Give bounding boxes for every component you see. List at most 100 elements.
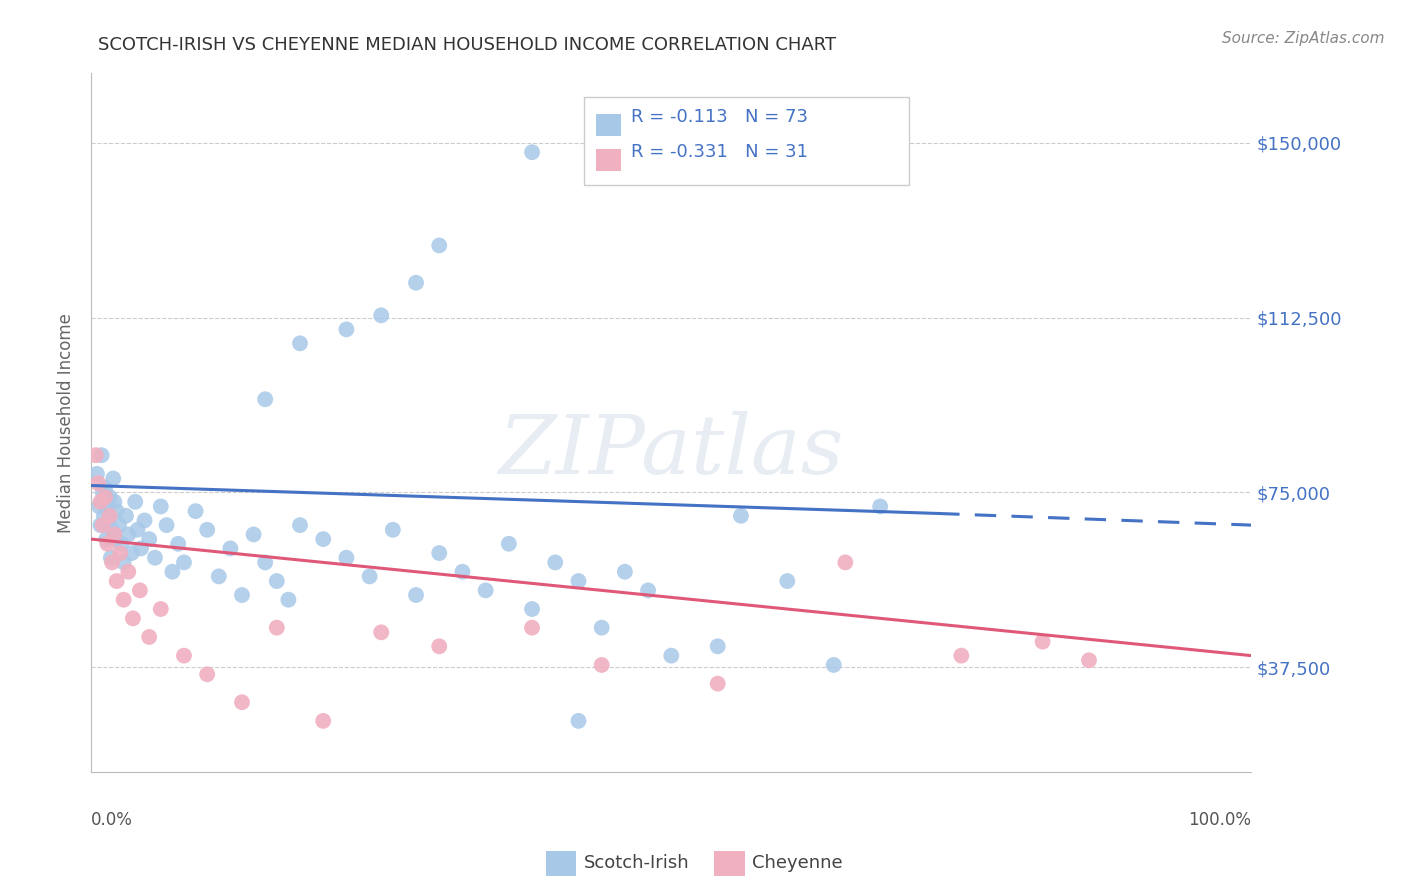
Point [591,621,613,635]
Point [706,676,728,690]
Point [89,500,111,514]
Point [335,550,357,565]
Text: Source: ZipAtlas.com: Source: ZipAtlas.com [1222,31,1385,46]
Point [288,518,311,533]
Point [104,532,127,546]
Point [706,640,728,654]
Point [124,495,146,509]
FancyBboxPatch shape [585,97,910,185]
Point [195,523,218,537]
Point [127,523,149,537]
Point [451,565,474,579]
Point [427,238,450,252]
Point [427,546,450,560]
Point [94,490,117,504]
Point [242,527,264,541]
Point [613,565,636,579]
Bar [596,114,621,136]
Point [110,537,132,551]
Point [105,504,128,518]
Y-axis label: Median Household Income: Median Household Income [58,312,75,533]
Point [108,518,131,533]
Point [143,550,166,565]
Text: SCOTCH-IRISH VS CHEYENNE MEDIAN HOUSEHOLD INCOME CORRELATION CHART: SCOTCH-IRISH VS CHEYENNE MEDIAN HOUSEHOL… [98,36,837,54]
Point [659,648,682,663]
Point [101,556,124,570]
Text: 100.0%: 100.0% [1188,811,1251,829]
Point [544,556,567,570]
Point [834,556,856,570]
Point [637,583,659,598]
Point [173,648,195,663]
Point [231,588,253,602]
Point [100,550,122,565]
Point [112,592,135,607]
Point [86,467,108,481]
Point [254,392,277,407]
Point [96,532,118,546]
Point [108,546,131,560]
Point [370,625,392,640]
Point [427,640,450,654]
Text: 0.0%: 0.0% [91,811,134,829]
Bar [596,149,621,171]
Point [498,537,520,551]
Point [134,513,156,527]
Point [520,145,543,160]
Point [98,508,121,523]
Point [288,336,311,351]
Point [1078,653,1101,667]
Point [138,630,160,644]
Point [117,527,139,541]
Point [869,500,891,514]
Point [90,448,112,462]
Point [96,500,118,514]
Point [195,667,218,681]
Point [87,476,110,491]
Point [149,602,172,616]
Point [359,569,381,583]
Point [381,523,404,537]
Point [219,541,242,556]
Point [208,569,231,583]
Point [405,276,427,290]
Point [184,504,207,518]
Point [105,574,128,588]
Point [370,309,392,323]
Text: R = -0.113   N = 73: R = -0.113 N = 73 [631,108,807,126]
Point [84,448,107,462]
Point [117,565,139,579]
Point [950,648,973,663]
Point [129,541,152,556]
Point [335,322,357,336]
Point [231,695,253,709]
Point [591,657,613,672]
Point [149,500,172,514]
Point [103,527,125,541]
Point [96,537,118,551]
Point [93,508,115,523]
Point [103,495,125,509]
Point [312,532,335,546]
Point [173,556,195,570]
Point [1032,634,1054,648]
Text: Cheyenne: Cheyenne [752,855,842,872]
Point [97,513,120,527]
Point [277,592,299,607]
Point [266,621,288,635]
Point [730,508,752,523]
Point [112,556,135,570]
Point [162,565,184,579]
Point [103,471,125,485]
Point [89,518,111,533]
Point [776,574,799,588]
Point [91,518,114,533]
Point [121,546,143,560]
Point [155,518,177,533]
Point [520,602,543,616]
Point [98,490,121,504]
Point [122,611,145,625]
Point [89,495,111,509]
Point [128,583,150,598]
Text: Scotch-Irish: Scotch-Irish [583,855,689,872]
